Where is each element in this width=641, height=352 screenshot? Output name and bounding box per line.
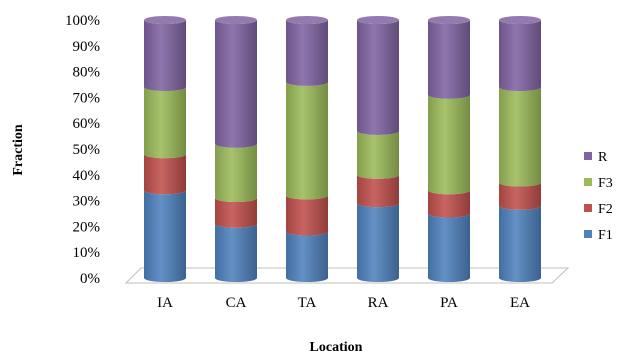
bar-stack-ta xyxy=(286,16,328,282)
y-tick-label: 40% xyxy=(73,168,101,184)
x-tick-label: CA xyxy=(226,295,247,311)
bar-top-cap xyxy=(357,16,399,24)
y-tick-label: 20% xyxy=(73,219,101,235)
bar-segment-f3-ca xyxy=(215,143,257,203)
bar-top-cap xyxy=(215,16,257,24)
bar-segment-f2-ea xyxy=(499,182,541,210)
y-tick-label: 90% xyxy=(73,39,101,55)
bar-stack-ia xyxy=(144,16,186,282)
bar-segment-r-ea xyxy=(499,20,541,92)
legend-item-f2: F2 xyxy=(584,202,613,217)
legend-item-f3: F3 xyxy=(584,176,613,191)
y-axis-title: Fraction xyxy=(11,124,26,176)
bar-segment-f3-ea xyxy=(499,87,541,187)
bar-segment-f2-ca xyxy=(215,198,257,228)
y-tick-label: 30% xyxy=(73,194,101,210)
bar-top-cap xyxy=(428,16,470,24)
y-tick-label: 100% xyxy=(65,13,100,29)
bar-stack-ra xyxy=(357,16,399,282)
bar-segment-r-ca xyxy=(215,20,257,148)
bar-segment-f3-ra xyxy=(357,130,399,179)
legend: R F3 F2 F1 xyxy=(584,150,613,243)
bars xyxy=(144,16,541,282)
bar-segment-f3-pa xyxy=(428,94,470,195)
bar-segment-f2-pa xyxy=(428,190,470,218)
bar-segment-f3-ta xyxy=(286,81,328,200)
legend-label: F3 xyxy=(598,176,613,191)
bar-segment-f1-ra xyxy=(357,203,399,282)
bar-stack-ea xyxy=(499,16,541,282)
bar-stack-pa xyxy=(428,16,470,282)
x-axis-title: Location xyxy=(310,340,363,352)
y-tick-label: 50% xyxy=(73,142,101,158)
bar-segment-f1-ea xyxy=(499,205,541,282)
legend-label: R xyxy=(598,150,608,165)
y-tick-label: 10% xyxy=(73,245,101,261)
legend-item-r: R xyxy=(584,150,608,165)
bar-top-cap xyxy=(144,16,186,24)
bar-segment-f1-pa xyxy=(428,213,470,282)
bar-segment-r-ra xyxy=(357,20,399,135)
legend-swatch xyxy=(584,230,592,238)
x-tick-label: PA xyxy=(440,295,458,311)
x-tick-label: EA xyxy=(510,295,530,311)
bar-segment-r-ta xyxy=(286,20,328,86)
bar-segment-f1-ta xyxy=(286,231,328,282)
y-axis-ticks: 0% 10% 20% 30% 40% 50% 60% 70% 80% 90% 100% xyxy=(65,13,100,287)
y-tick-label: 80% xyxy=(73,65,101,81)
y-tick-label: 0% xyxy=(80,271,100,287)
legend-label: F1 xyxy=(598,228,613,243)
legend-swatch xyxy=(584,204,592,212)
bar-segment-f1-ia xyxy=(144,190,186,282)
bar-segment-f2-ta xyxy=(286,195,328,236)
bar-segment-r-pa xyxy=(428,20,470,99)
bar-top-cap xyxy=(286,16,328,24)
x-tick-label: TA xyxy=(298,295,317,311)
x-tick-label: IA xyxy=(157,295,173,311)
bar-stack-ca xyxy=(215,16,257,282)
y-tick-label: 60% xyxy=(73,116,101,132)
bar-segment-f3-ia xyxy=(144,87,186,159)
legend-item-f1: F1 xyxy=(584,228,613,243)
bar-segment-f2-ra xyxy=(357,174,399,208)
x-axis-categories: IA CA TA RA PA EA xyxy=(157,295,530,311)
legend-swatch xyxy=(584,178,592,186)
y-tick-label: 70% xyxy=(73,90,101,106)
legend-swatch xyxy=(584,152,592,160)
x-tick-label: RA xyxy=(368,295,389,311)
bar-segment-r-ia xyxy=(144,20,186,92)
bar-top-cap xyxy=(499,16,541,24)
legend-label: F2 xyxy=(598,202,613,217)
bar-segment-f1-ca xyxy=(215,223,257,282)
bar-segment-f2-ia xyxy=(144,154,186,195)
